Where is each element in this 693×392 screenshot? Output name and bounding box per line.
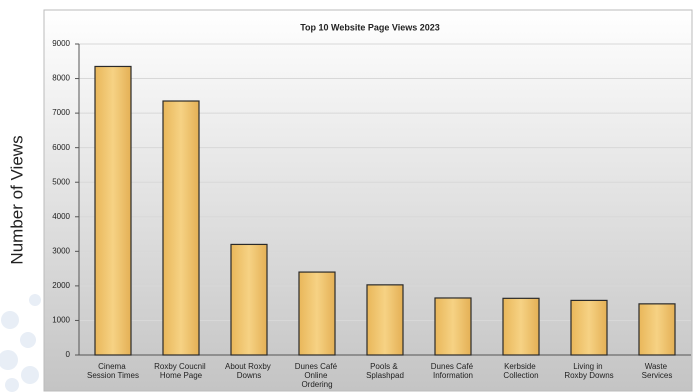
y-tick-label: 9000: [52, 39, 70, 48]
y-tick-label: 6000: [52, 143, 70, 152]
x-tick-label: Pools & Splashpad: [366, 362, 404, 380]
left-decoration: [0, 294, 41, 392]
y-tick-label: 5000: [52, 177, 70, 186]
bar: [570, 299, 608, 356]
bar: [434, 297, 472, 356]
bar: [162, 100, 200, 356]
y-tick-label: 2000: [52, 281, 70, 290]
y-tick-label: 7000: [52, 108, 70, 117]
y-tick-label: 4000: [52, 212, 70, 221]
bar: [298, 271, 336, 356]
y-tick-label: 8000: [52, 74, 70, 83]
y-axis-label: Number of Views: [7, 135, 26, 264]
bar: [638, 303, 676, 356]
bar: [502, 297, 540, 356]
x-tick-label: Dunes Café Online Ordering: [295, 362, 339, 389]
chart-title: Top 10 Website Page Views 2023: [300, 22, 440, 32]
x-tick-label: Cinema Session Times: [87, 362, 139, 380]
x-tick-label: Kerbside Collection: [503, 362, 538, 380]
bar: [366, 284, 404, 356]
x-tick-label: Living in Roxby Downs: [564, 362, 613, 380]
bar: [230, 243, 268, 356]
x-tick-label: Dunes Café Information: [431, 362, 475, 380]
bar: [94, 65, 132, 356]
x-tick-label: Waste Services: [642, 362, 673, 380]
x-tick-label: About Roxby Downs: [225, 362, 273, 380]
y-tick-label: 1000: [52, 316, 70, 325]
x-tick-label: Roxby Coucnil Home Page: [154, 362, 208, 380]
y-tick-label: 0: [66, 350, 71, 359]
y-tick-label: 3000: [52, 246, 70, 255]
